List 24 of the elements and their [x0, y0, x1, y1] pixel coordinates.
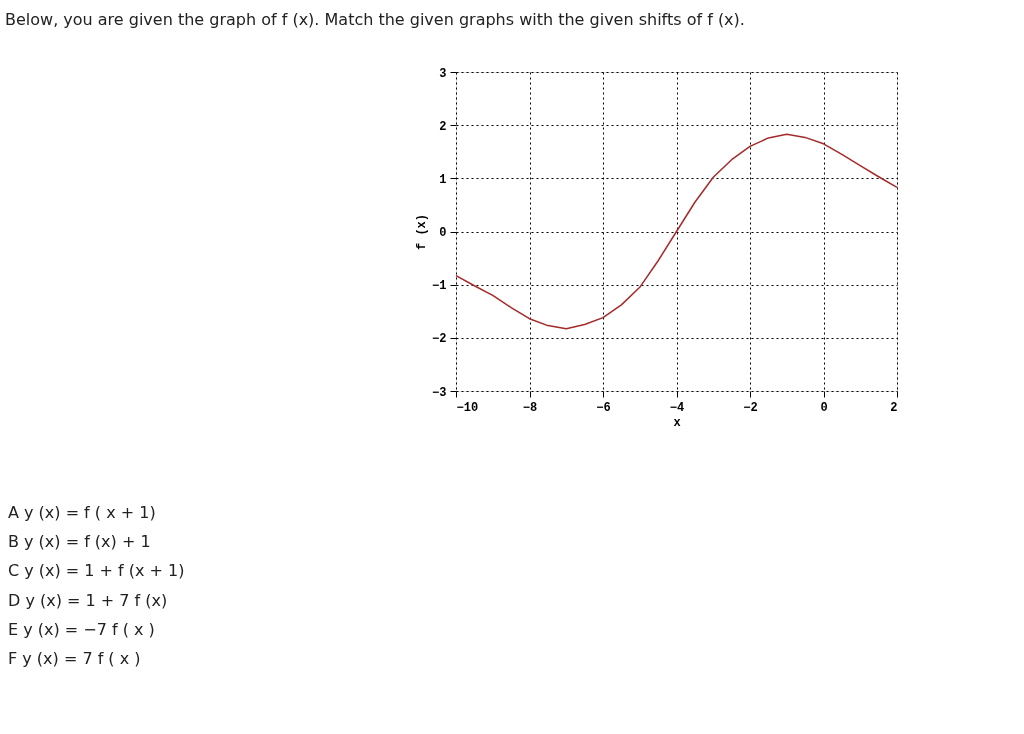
y-tick-label: 3: [439, 66, 447, 81]
x-tick-label: −6: [596, 400, 611, 415]
text: E y (x) = −7 f ( x ): [8, 619, 155, 639]
x-tick-label: 0: [820, 400, 828, 415]
x-tick-label: −8: [522, 400, 538, 415]
x-axis-title: x: [673, 415, 681, 430]
y-axis-title: f (x): [415, 213, 430, 251]
y-tick-label: 0: [439, 226, 447, 240]
x-tick-label: −2: [743, 400, 758, 415]
y-tick-label: 2: [439, 119, 447, 134]
y-tick-label: −1: [432, 279, 447, 294]
text: D y (x) = 1 + 7 f (x): [8, 590, 168, 610]
line-series: [455, 133, 898, 330]
x-tick-label: −10: [456, 400, 479, 415]
text: B y (x) = f (x) + 1: [8, 532, 151, 552]
x-tick-label: 2: [890, 400, 898, 415]
text: F y (x) = 7 f ( x ): [8, 649, 141, 668]
y-tick-label: −2: [432, 332, 447, 347]
chart-title: Below, you are given the graph of f (x). Match the given graphs with the given shifts of f (x).: [5, 10, 745, 29]
text: A y (x) = f ( x + 1): [8, 503, 156, 522]
x-tick-label: −4: [669, 400, 685, 415]
y-tick-label: −3: [432, 385, 447, 400]
y-tick-label: 1: [439, 172, 447, 187]
text: C y (x) = 1 + f (x + 1): [8, 561, 185, 581]
